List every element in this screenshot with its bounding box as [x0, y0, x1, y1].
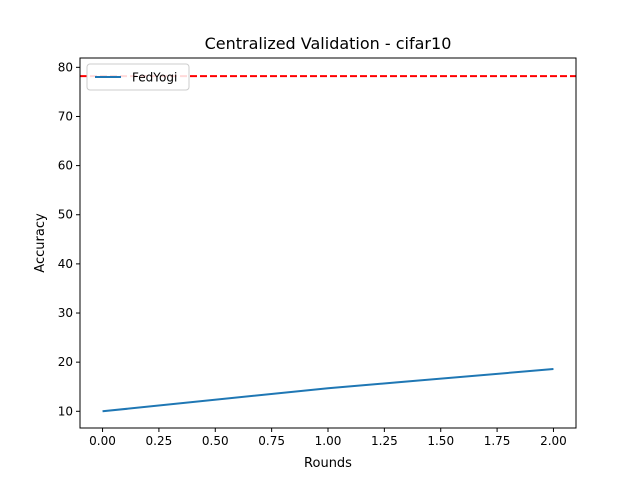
x-tick-label: 0.75 — [258, 434, 285, 448]
x-tick-label: 0.50 — [202, 434, 229, 448]
x-tick-label: 1.75 — [484, 434, 511, 448]
legend-box — [86, 63, 190, 91]
x-tick-label: 1.00 — [315, 434, 342, 448]
y-tick-label: 10 — [58, 404, 73, 418]
y-axis-label: Accuracy — [33, 213, 48, 273]
plot-area: 0.00 0.25 0.50 0.75 1.00 1.25 1.50 1.75 2.00 10 20… — [58, 57, 577, 448]
legend-label-fedyogi: FedYogi — [132, 71, 177, 85]
x-tick-label: 2.00 — [540, 434, 567, 448]
y-tick-label: 40 — [58, 257, 73, 271]
y-tick-label: 30 — [58, 306, 73, 320]
y-tick-label: 50 — [58, 208, 73, 222]
chart-title: Centralized Validation - cifar10 — [205, 34, 452, 53]
y-tick-label: 60 — [58, 159, 73, 173]
x-axis-label: Rounds — [304, 456, 352, 471]
series-line-fedyogi — [102, 368, 554, 413]
x-tick-label: 1.50 — [427, 434, 454, 448]
y-tick-label: 80 — [58, 60, 73, 74]
x-tick-label: 0.25 — [146, 434, 173, 448]
y-tick-label: 70 — [58, 109, 73, 123]
y-tick-label: 20 — [58, 355, 73, 369]
x-tick-label: 0.00 — [89, 434, 116, 448]
x-tick-label: 1.25 — [371, 434, 398, 448]
